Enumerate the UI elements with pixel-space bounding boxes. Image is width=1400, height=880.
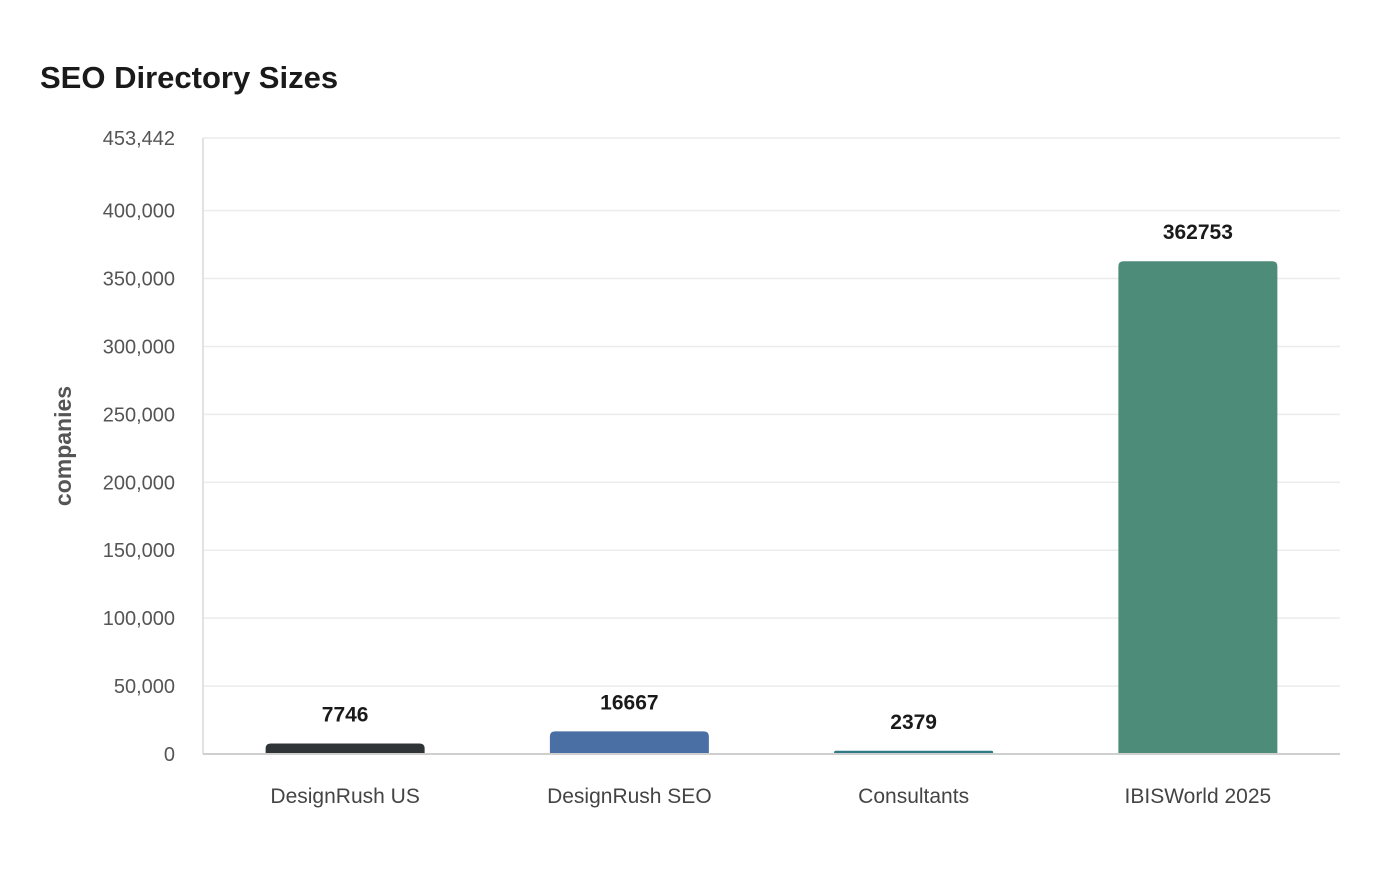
data-label: 362753: [1163, 221, 1233, 244]
y-tick-label: 50,000: [114, 676, 175, 698]
bar-1: [549, 731, 709, 754]
bar-0: [265, 743, 425, 754]
y-tick-label: 453,442: [103, 128, 175, 150]
x-tick-label: DesignRush SEO: [547, 785, 712, 808]
y-tick-label: 150,000: [103, 540, 175, 562]
bars: [265, 261, 1278, 754]
y-tick-label: 100,000: [103, 608, 175, 630]
y-tick-label: 200,000: [103, 472, 175, 494]
x-tick-label: IBISWorld 2025: [1125, 785, 1272, 808]
data-label: 16667: [600, 691, 658, 714]
y-axis-title: companies: [50, 386, 76, 506]
data-label: 2379: [890, 711, 937, 734]
labels: 0 50,000 100,000 150,000 200,000 250,000 300,0…: [50, 128, 1271, 808]
data-label: 7746: [322, 703, 369, 726]
chart-title: SEO Directory Sizes: [40, 60, 339, 95]
bar-3: [1118, 261, 1278, 754]
y-tick-label: 350,000: [103, 269, 175, 291]
y-tick-label: 0: [164, 744, 175, 766]
y-tick-label: 300,000: [103, 336, 175, 358]
axes: [202, 138, 1340, 755]
y-tick-label: 400,000: [103, 201, 175, 223]
y-tick-label: 250,000: [103, 404, 175, 426]
x-tick-label: DesignRush US: [270, 785, 419, 808]
x-tick-label: Consultants: [858, 785, 969, 808]
